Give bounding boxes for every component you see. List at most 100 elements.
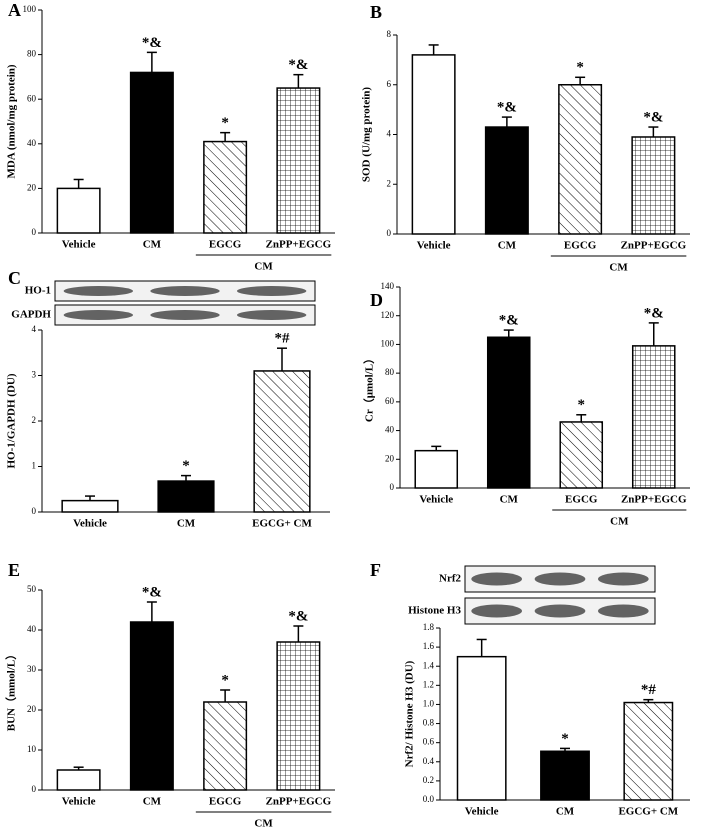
y-tick-label: 40 xyxy=(27,138,37,148)
x-tick-label: Vehicle xyxy=(417,240,451,252)
x-tick-label: EGCG xyxy=(209,239,242,251)
y-tick-label: 0 xyxy=(32,227,37,237)
blot-label: Histone H3 xyxy=(408,605,461,617)
bar xyxy=(56,769,101,791)
x-tick-label: EGCG+ CM xyxy=(618,806,678,818)
y-tick-label: 1.6 xyxy=(423,641,435,651)
panel-label: B xyxy=(370,2,382,22)
y-axis-label: Cr（μmol/L） xyxy=(363,353,376,422)
x-tick-label: EGCG+ CM xyxy=(252,518,312,530)
y-tick-label: 0 xyxy=(32,506,37,516)
y-tick-label: 1.8 xyxy=(423,622,435,632)
y-tick-label: 40 xyxy=(27,624,37,634)
bar xyxy=(129,621,174,791)
y-tick-label: 4 xyxy=(32,324,37,334)
y-tick-label: 20 xyxy=(27,182,37,192)
bar xyxy=(411,54,456,235)
blot-band xyxy=(471,604,522,618)
panel-label: D xyxy=(370,290,383,310)
bar xyxy=(61,499,119,513)
blot-label: HO-1 xyxy=(25,285,51,297)
x-tick-label: CM xyxy=(177,518,196,530)
bar xyxy=(631,136,676,235)
y-tick-label: 0 xyxy=(390,482,395,492)
y-tick-label: 80 xyxy=(27,49,37,59)
y-tick-label: 8 xyxy=(387,29,392,39)
significance-label: * xyxy=(182,458,190,474)
blot-band xyxy=(471,572,522,586)
y-tick-label: 100 xyxy=(381,338,395,348)
bar xyxy=(276,641,321,791)
y-tick-label: 80 xyxy=(385,367,395,377)
x-tick-label: ZnPP+EGCG xyxy=(266,796,332,808)
significance-label: *& xyxy=(288,608,308,624)
blot-label: GAPDH xyxy=(11,309,51,321)
y-tick-label: 1.4 xyxy=(423,660,435,670)
y-tick-label: 40 xyxy=(385,425,395,435)
y-tick-label: 20 xyxy=(27,704,37,714)
y-tick-label: 10 xyxy=(27,744,37,754)
blot-band xyxy=(598,572,649,586)
significance-label: *& xyxy=(142,35,162,51)
y-axis-label: SOD (U/mg protein) xyxy=(361,87,373,182)
significance-label: * xyxy=(578,397,586,413)
x-tick-label: Vehicle xyxy=(62,239,96,251)
y-tick-label: 0.6 xyxy=(423,737,435,747)
x-tick-label: ZnPP+EGCG xyxy=(621,494,687,506)
blot-band xyxy=(63,286,133,296)
significance-label: *& xyxy=(499,313,519,329)
y-tick-label: 1.0 xyxy=(423,699,435,709)
bar xyxy=(558,84,603,235)
group-label: CM xyxy=(609,262,628,274)
significance-label: *& xyxy=(643,109,663,125)
x-tick-label: ZnPP+EGCG xyxy=(621,240,687,252)
bar xyxy=(203,701,248,791)
group-label: CM xyxy=(254,261,273,273)
blot-band xyxy=(598,604,649,618)
significance-label: *# xyxy=(641,682,657,698)
x-tick-label: Vehicle xyxy=(73,518,107,530)
x-tick-label: CM xyxy=(143,239,162,251)
y-tick-label: 60 xyxy=(27,93,37,103)
x-tick-label: EGCG xyxy=(564,240,597,252)
significance-label: * xyxy=(221,672,229,688)
blot-band xyxy=(236,310,307,320)
bar xyxy=(129,71,174,234)
y-tick-label: 60 xyxy=(385,396,395,406)
significance-label: * xyxy=(576,60,584,76)
bar xyxy=(203,140,248,234)
bar xyxy=(456,655,507,801)
x-tick-label: EGCG xyxy=(209,796,242,808)
panel-label: E xyxy=(8,560,20,580)
y-tick-label: 2 xyxy=(387,178,392,188)
x-tick-label: Vehicle xyxy=(465,806,499,818)
bar xyxy=(486,336,531,489)
significance-label: *& xyxy=(288,57,308,73)
bar xyxy=(623,701,674,801)
y-axis-label: HO-1/GAPDH (DU) xyxy=(6,373,18,468)
x-tick-label: CM xyxy=(143,796,162,808)
x-tick-label: CM xyxy=(498,240,517,252)
y-tick-label: 0.0 xyxy=(423,794,435,804)
y-tick-label: 120 xyxy=(381,310,395,320)
group-label: CM xyxy=(254,818,273,830)
significance-label: * xyxy=(561,731,569,747)
y-tick-label: 20 xyxy=(385,453,395,463)
bar xyxy=(253,370,311,513)
panel-label: A xyxy=(8,0,21,20)
blot-band xyxy=(150,310,220,320)
y-tick-label: 6 xyxy=(387,79,392,89)
panel-label: F xyxy=(370,560,381,580)
y-tick-label: 1 xyxy=(32,461,37,471)
x-tick-label: CM xyxy=(500,494,519,506)
x-tick-label: EGCG xyxy=(565,494,598,506)
blot-label: Nrf2 xyxy=(439,573,461,585)
y-tick-label: 0 xyxy=(32,784,37,794)
y-tick-label: 3 xyxy=(32,370,37,380)
x-tick-label: Vehicle xyxy=(419,494,453,506)
y-tick-label: 50 xyxy=(27,584,37,594)
bar xyxy=(540,750,590,801)
x-tick-label: ZnPP+EGCG xyxy=(266,239,332,251)
significance-label: *# xyxy=(275,331,291,347)
